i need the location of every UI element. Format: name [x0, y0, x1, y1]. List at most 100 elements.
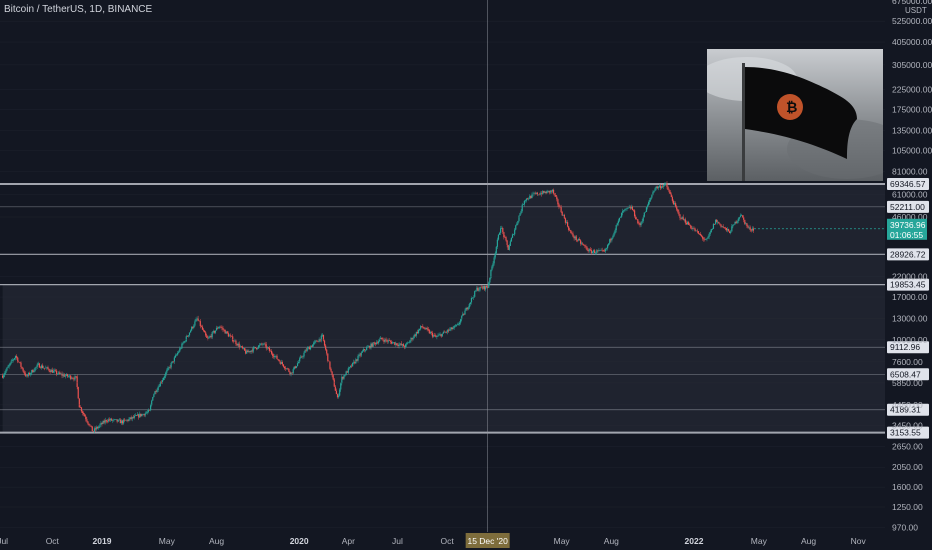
candle: [313, 341, 315, 347]
candle: [708, 232, 710, 240]
candle: [468, 303, 470, 310]
candle: [398, 342, 400, 349]
candle: [170, 361, 172, 370]
candle: [579, 239, 582, 246]
candle: [204, 329, 206, 333]
candle: [36, 362, 38, 370]
candle: [400, 341, 402, 346]
price-tick-11: 17000.00: [892, 292, 928, 302]
candle: [371, 342, 373, 348]
candle: [583, 243, 585, 246]
candle: [448, 328, 450, 333]
candle: [116, 419, 118, 424]
candle: [719, 223, 721, 226]
candle: [250, 350, 252, 355]
candle: [524, 199, 527, 203]
price-tick-10: 22000.00: [892, 271, 928, 281]
candle: [293, 366, 295, 370]
candle: [307, 346, 309, 350]
candle: [639, 221, 641, 228]
candle: [219, 325, 221, 329]
candle: [21, 366, 23, 370]
candle: [644, 211, 646, 213]
candle: [266, 346, 268, 350]
candle: [34, 367, 36, 373]
candle: [543, 190, 545, 194]
candle: [606, 244, 609, 251]
candle: [575, 234, 577, 243]
level-label-5: 6508.47: [890, 369, 921, 379]
candle: [52, 368, 54, 373]
range-zone-1: [2, 284, 885, 433]
candle: [115, 419, 117, 420]
candle: [25, 373, 27, 378]
candle: [710, 228, 712, 233]
candle: [503, 231, 505, 240]
candle: [225, 331, 227, 335]
candle: [565, 220, 568, 224]
candle: [573, 235, 575, 241]
candle: [227, 331, 229, 338]
candle: [152, 396, 154, 401]
candle: [666, 181, 668, 190]
candle: [560, 204, 562, 213]
candle: [627, 207, 629, 209]
candle: [502, 226, 504, 235]
candle: [492, 261, 494, 269]
price-tick-22: 970.00: [892, 522, 918, 532]
candle: [651, 193, 653, 199]
candle: [212, 329, 214, 334]
candle: [138, 413, 140, 420]
candle: [743, 215, 745, 223]
candle: [727, 228, 730, 232]
candle: [236, 343, 238, 347]
candle: [269, 349, 272, 352]
candle: [419, 328, 421, 331]
candle: [4, 371, 6, 378]
candle: [121, 419, 124, 426]
time-tick-14: Nov: [851, 536, 867, 546]
candle: [570, 229, 572, 234]
candle: [490, 269, 492, 280]
candle: [222, 325, 224, 333]
candle: [403, 345, 406, 350]
candle: [224, 329, 226, 334]
candle: [65, 372, 67, 377]
candle: [516, 222, 518, 226]
candle: [742, 215, 744, 219]
candle: [736, 220, 738, 224]
candle: [750, 229, 752, 233]
candle: [376, 340, 379, 345]
candle: [39, 366, 42, 369]
candle: [430, 330, 433, 336]
candle: [463, 313, 465, 316]
candle: [135, 414, 138, 416]
candle: [102, 420, 104, 425]
candle: [185, 334, 187, 343]
candle: [402, 343, 405, 347]
candle: [358, 352, 360, 358]
candle: [208, 335, 210, 339]
candle: [751, 226, 753, 232]
candle: [317, 341, 319, 343]
candle: [373, 341, 375, 346]
candle: [471, 297, 474, 299]
candle: [519, 212, 521, 216]
candle: [649, 197, 651, 205]
candle: [254, 347, 257, 349]
candle: [276, 354, 278, 360]
candle: [703, 237, 705, 242]
candle: [408, 341, 410, 344]
candle: [568, 225, 570, 232]
candle: [547, 190, 549, 193]
candle: [326, 348, 328, 356]
candle: [86, 416, 88, 423]
candle: [260, 343, 262, 346]
range-zone-0: [487, 184, 885, 285]
candle: [594, 248, 596, 254]
candle: [732, 224, 734, 229]
candle: [633, 209, 636, 218]
price-tick-top: 675000.00: [892, 0, 932, 6]
candle: [657, 186, 659, 191]
